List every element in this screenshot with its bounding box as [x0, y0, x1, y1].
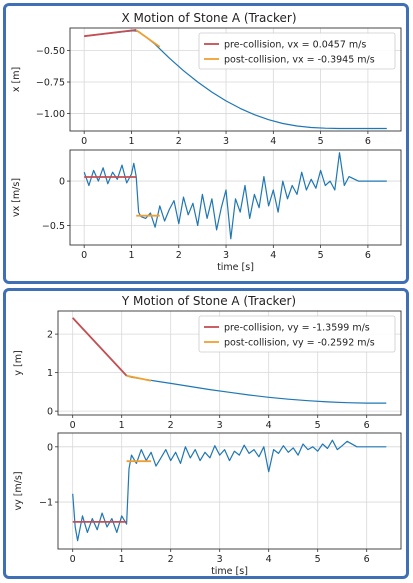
y-motion-chart: Y Motion of Stone A (Tracker) 0 1 2 3 4 5 6 0 1 2 y… — [6, 291, 406, 576]
x-tick-label: 3 — [217, 420, 223, 431]
x-tick-label: 6 — [365, 136, 371, 147]
y-tick-label: 1 — [47, 368, 53, 379]
x-axis-label: time [s] — [211, 566, 248, 576]
chart-title: X Motion of Stone A (Tracker) — [121, 11, 296, 25]
axes-frame — [70, 150, 401, 245]
y-axis-label: y [m] — [13, 350, 24, 375]
y-axis-label: vy [m/s] — [13, 471, 24, 510]
x-tick-label: 2 — [168, 420, 174, 431]
subplot-2: 0 1 2 3 4 5 6 0 −0.5 vx [m/s] time [s] — [11, 150, 401, 273]
x-tick-label: 5 — [315, 420, 321, 431]
x-tick-label: 4 — [266, 420, 272, 431]
x-tick-label: 1 — [119, 554, 125, 565]
y-tick-label: −1 — [39, 498, 53, 509]
y-tick-label: 0 — [47, 442, 53, 453]
x-tick-label: 2 — [176, 250, 182, 261]
x-tick-label: 0 — [81, 136, 87, 147]
x-tick-label: 1 — [119, 420, 125, 431]
legend: pre-collision, vy = -1.3599 m/s post-coll… — [199, 316, 395, 352]
x-tick-label: 2 — [168, 554, 174, 565]
legend-entry: post-collision, vy = -0.2592 m/s — [224, 338, 375, 349]
legend-entry: pre-collision, vx = 0.0457 m/s — [224, 40, 366, 51]
y-tick-label: −0.5 — [42, 221, 65, 232]
chart-title: Y Motion of Stone A (Tracker) — [121, 294, 296, 308]
subplot-1: 0 1 2 3 4 5 6 0 1 2 y [m] pre-collision, vy = -1.35… — [13, 311, 401, 431]
legend-entry: post-collision, vx = -0.3945 m/s — [224, 55, 375, 66]
x-tick-label: 4 — [266, 554, 272, 565]
legend: pre-collision, vx = 0.0457 m/s post-colli… — [199, 33, 395, 69]
x-tick-label: 6 — [364, 420, 370, 431]
x-motion-panel: X Motion of Stone A (Tracker) 0 1 2 3 4 5 6 −0.5… — [3, 3, 409, 284]
y-axis-label: x [m] — [11, 67, 22, 92]
x-motion-chart: X Motion of Stone A (Tracker) 0 1 2 3 4 5 6 −0.5… — [6, 6, 406, 281]
y-tick-label: −1.00 — [36, 109, 65, 120]
y-tick-label: 2 — [47, 330, 53, 341]
x-tick-label: 5 — [318, 136, 324, 147]
x-tick-label: 5 — [315, 554, 321, 565]
post-collision-fit-line — [136, 30, 160, 47]
axes-frame — [58, 433, 401, 549]
post-collision-fit-line — [127, 376, 152, 381]
x-tick-label: 6 — [365, 250, 371, 261]
x-tick-label: 1 — [128, 136, 134, 147]
y-tick-label: −0.50 — [36, 46, 65, 57]
x-axis-label: time [s] — [217, 262, 254, 273]
legend-entry: pre-collision, vy = -1.3599 m/s — [224, 323, 370, 334]
y-tick-label: −0.75 — [36, 78, 65, 89]
data-series-line — [73, 440, 387, 541]
pre-collision-fit-line — [84, 30, 136, 36]
x-tick-label: 0 — [81, 250, 87, 261]
x-tick-label: 4 — [270, 136, 276, 147]
y-tick-label: 0 — [59, 177, 65, 188]
x-tick-label: 3 — [223, 250, 229, 261]
x-tick-label: 1 — [128, 250, 134, 261]
x-tick-label: 2 — [176, 136, 182, 147]
subplot-1: 0 1 2 3 4 5 6 −0.50 −0.75 −1.00 x [m] pre-collision… — [11, 28, 401, 147]
y-axis-label: vx [m/s] — [11, 178, 22, 217]
x-tick-label: 5 — [318, 250, 324, 261]
y-tick-label: 0 — [47, 407, 53, 418]
x-tick-label: 3 — [217, 554, 223, 565]
x-tick-label: 0 — [70, 554, 76, 565]
x-tick-label: 4 — [270, 250, 276, 261]
x-tick-label: 6 — [364, 554, 370, 565]
x-tick-label: 0 — [70, 420, 76, 431]
subplot-2: 0 1 2 3 4 5 6 0 −1 vy [m/s] time [s] — [13, 433, 401, 576]
data-series-line — [84, 153, 387, 239]
pre-collision-fit-line — [73, 318, 127, 376]
x-tick-label: 3 — [223, 136, 229, 147]
y-motion-panel: Y Motion of Stone A (Tracker) 0 1 2 3 4 5 6 0 1 2 y… — [3, 288, 409, 579]
